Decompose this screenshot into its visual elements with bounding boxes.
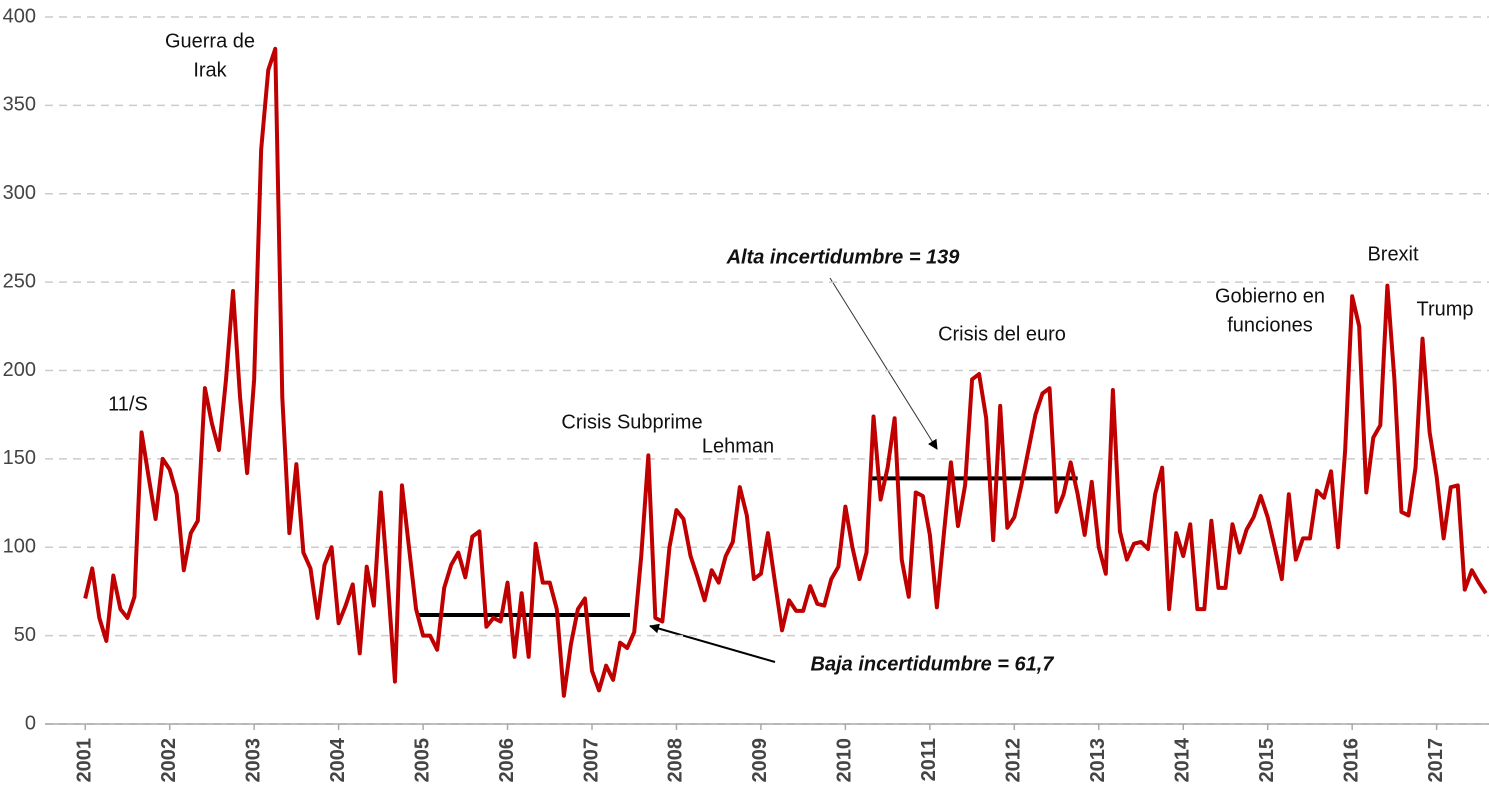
- x-tick-label: 2001: [74, 738, 96, 783]
- x-tick-label: 2003: [242, 738, 264, 783]
- reference-label: Baja incertidumbre = 61,7: [811, 653, 1055, 675]
- x-tick-label: 2009: [749, 738, 771, 783]
- y-tick-label: 100: [3, 536, 36, 558]
- x-tick-label: 2012: [1003, 738, 1025, 783]
- y-tick-label: 0: [25, 712, 36, 734]
- reference-label: Alta incertidumbre = 139: [726, 246, 961, 268]
- annotation: Gobierno en: [1215, 285, 1325, 307]
- x-tick-label: 2017: [1425, 738, 1447, 783]
- x-tick-label: 2004: [327, 737, 349, 782]
- y-tick-label: 300: [3, 182, 36, 204]
- annotation: funciones: [1227, 314, 1313, 336]
- x-tick-label: 2010: [834, 738, 856, 783]
- annotation: 11/S: [108, 393, 148, 415]
- y-tick-label: 250: [3, 270, 36, 292]
- annotation: Irak: [193, 59, 227, 81]
- y-tick-label: 200: [3, 359, 36, 381]
- x-tick-label: 2016: [1340, 738, 1362, 783]
- arrow: [649, 623, 776, 663]
- x-tick-label: 2011: [918, 738, 940, 781]
- annotation: Trump: [1416, 298, 1473, 320]
- x-tick-label: 2014: [1172, 737, 1194, 782]
- data-line: [83, 46, 1488, 698]
- x-tick-label: 2005: [411, 738, 433, 783]
- y-tick-label: 400: [3, 5, 36, 27]
- annotation: Guerra de: [165, 30, 255, 52]
- annotation: Crisis Subprime: [561, 411, 702, 433]
- x-tick-label: 2006: [496, 738, 518, 783]
- x-tick-label: 2015: [1256, 738, 1278, 783]
- arrow: [829, 277, 938, 450]
- x-tick-label: 2002: [158, 738, 180, 783]
- y-tick-label: 50: [14, 624, 36, 646]
- x-tick-label: 2013: [1087, 738, 1109, 783]
- annotation: Crisis del euro: [938, 323, 1066, 345]
- x-tick-label: 2008: [665, 738, 687, 783]
- y-tick-label: 350: [3, 94, 36, 116]
- annotation: Brexit: [1367, 243, 1419, 265]
- x-tick-label: 2007: [580, 738, 602, 783]
- y-tick-label: 150: [3, 447, 36, 469]
- annotation: Lehman: [702, 435, 774, 457]
